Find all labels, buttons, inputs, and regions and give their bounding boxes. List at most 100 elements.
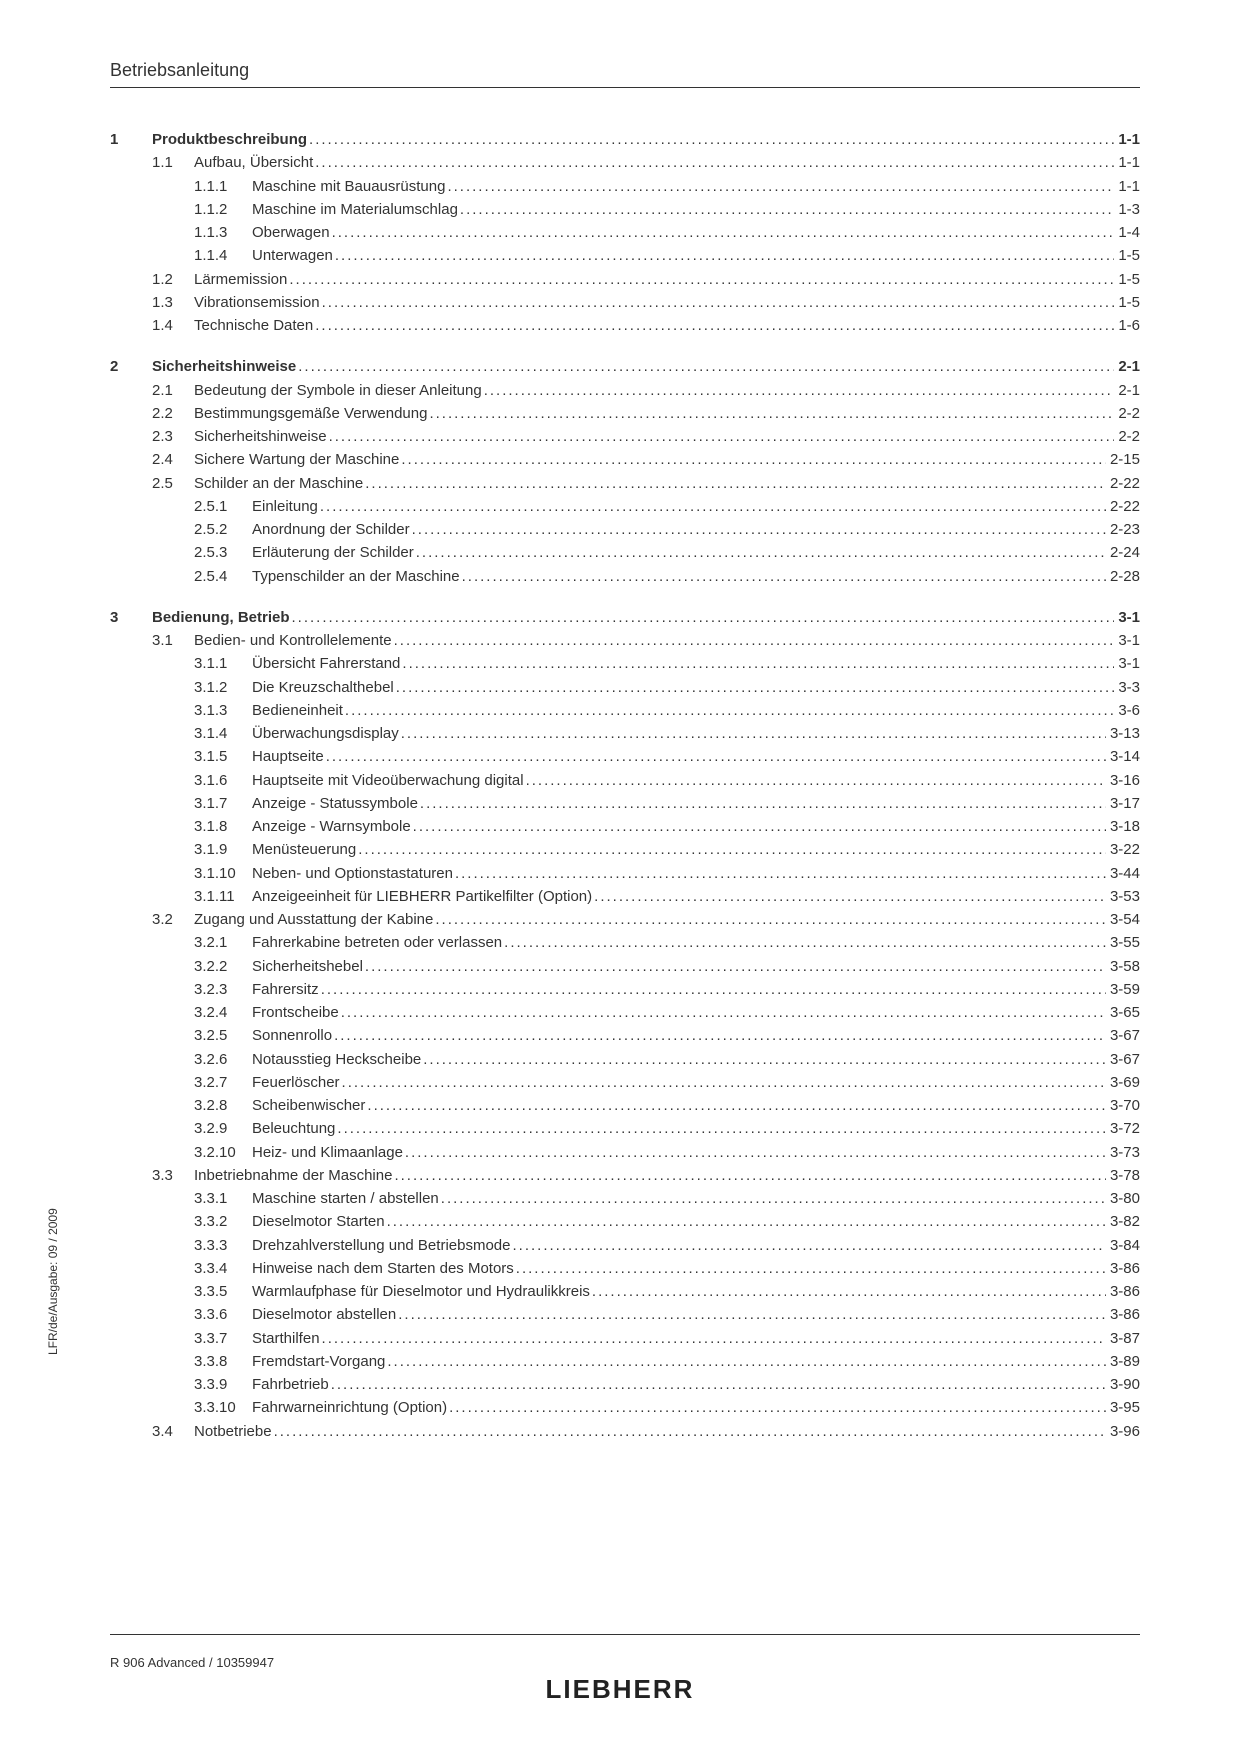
toc-subsection-title: Sicherheitshebel bbox=[252, 955, 363, 978]
toc-chapter-number: 1 bbox=[110, 128, 152, 151]
toc-section-number: 1.4 bbox=[152, 314, 194, 337]
toc-page-ref: 3-69 bbox=[1106, 1071, 1140, 1094]
toc-page-ref: 3-1 bbox=[1114, 606, 1140, 629]
toc-row: 2.5.2Anordnung der Schilder 2-23 bbox=[110, 518, 1140, 541]
toc-row: 1.1.3Oberwagen 1-4 bbox=[110, 221, 1140, 244]
toc-subsection-number: 3.1.5 bbox=[194, 745, 252, 768]
toc-subsection-title: Warmlaufphase für Dieselmotor und Hydrau… bbox=[252, 1280, 590, 1303]
toc-leader bbox=[363, 955, 1106, 978]
toc-leader bbox=[343, 699, 1114, 722]
toc-page-ref: 3-67 bbox=[1106, 1048, 1140, 1071]
toc-subsection-number: 1.1.4 bbox=[194, 244, 252, 267]
toc-subsection-number: 3.2.5 bbox=[194, 1024, 252, 1047]
toc-subsection-number: 3.2.1 bbox=[194, 931, 252, 954]
toc-subsection-number: 2.5.4 bbox=[194, 565, 252, 588]
toc-chapter-title: Bedienung, Betrieb bbox=[152, 606, 290, 629]
toc-chapter-title: Sicherheitshinweise bbox=[152, 355, 296, 378]
toc-leader bbox=[410, 518, 1106, 541]
toc-leader bbox=[320, 1327, 1106, 1350]
toc-subsection-title: Hauptseite bbox=[252, 745, 324, 768]
toc-subsection-number: 2.5.3 bbox=[194, 541, 252, 564]
toc-page-ref: 3-86 bbox=[1106, 1280, 1140, 1303]
toc-page-ref: 1-5 bbox=[1114, 244, 1140, 267]
toc-page-ref: 2-22 bbox=[1106, 495, 1140, 518]
toc-leader bbox=[363, 472, 1106, 495]
toc-row: 3.3.10Fahrwarneinrichtung (Option) 3-95 bbox=[110, 1396, 1140, 1419]
toc-subsection-number: 3.1.7 bbox=[194, 792, 252, 815]
toc-page-ref: 3-84 bbox=[1106, 1234, 1140, 1257]
toc-row: 3.3.7Starthilfen 3-87 bbox=[110, 1327, 1140, 1350]
toc-leader bbox=[502, 931, 1106, 954]
toc-subsection-number: 3.1.4 bbox=[194, 722, 252, 745]
toc-leader bbox=[272, 1420, 1106, 1443]
toc-page-ref: 3-82 bbox=[1106, 1210, 1140, 1233]
toc-page-ref: 3-18 bbox=[1106, 815, 1140, 838]
toc-section-number: 3.3 bbox=[152, 1164, 194, 1187]
toc-row: 3.3.4Hinweise nach dem Starten des Motor… bbox=[110, 1257, 1140, 1280]
toc-page-ref: 3-13 bbox=[1106, 722, 1140, 745]
toc-leader bbox=[445, 175, 1114, 198]
toc-leader bbox=[592, 885, 1106, 908]
toc-subsection-title: Hauptseite mit Videoüberwachung digital bbox=[252, 769, 524, 792]
toc-leader bbox=[439, 1187, 1106, 1210]
toc-subsection-title: Einleitung bbox=[252, 495, 318, 518]
toc-row: 3.2Zugang und Ausstattung der Kabine 3-5… bbox=[110, 908, 1140, 931]
toc-leader bbox=[329, 1373, 1106, 1396]
toc-section-title: Lärmemission bbox=[194, 268, 287, 291]
toc-page-ref: 3-1 bbox=[1114, 652, 1140, 675]
section-gap bbox=[110, 337, 1140, 355]
toc-subsection-title: Drehzahlverstellung und Betriebsmode bbox=[252, 1234, 510, 1257]
table-of-contents: 1Produktbeschreibung 1-11.1Aufbau, Übers… bbox=[110, 128, 1140, 1443]
toc-section-title: Inbetriebnahme der Maschine bbox=[194, 1164, 392, 1187]
toc-subsection-title: Beleuchtung bbox=[252, 1117, 335, 1140]
toc-row: 1.4Technische Daten 1-6 bbox=[110, 314, 1140, 337]
toc-page-ref: 2-1 bbox=[1114, 379, 1140, 402]
toc-chapter-number: 2 bbox=[110, 355, 152, 378]
toc-subsection-title: Scheibenwischer bbox=[252, 1094, 365, 1117]
toc-subsection-title: Anzeige - Warnsymbole bbox=[252, 815, 411, 838]
toc-leader bbox=[333, 244, 1114, 267]
toc-subsection-title: Erläuterung der Schilder bbox=[252, 541, 414, 564]
toc-leader bbox=[433, 908, 1106, 931]
toc-page-ref: 2-1 bbox=[1114, 355, 1140, 378]
toc-section-number: 2.2 bbox=[152, 402, 194, 425]
toc-leader bbox=[313, 314, 1114, 337]
toc-page-ref: 2-28 bbox=[1106, 565, 1140, 588]
toc-row: 3.3.1Maschine starten / abstellen 3-80 bbox=[110, 1187, 1140, 1210]
toc-leader bbox=[319, 978, 1106, 1001]
toc-subsection-title: Fahrwarneinrichtung (Option) bbox=[252, 1396, 447, 1419]
toc-leader bbox=[482, 379, 1115, 402]
toc-row: 3.1.11Anzeigeeinheit für LIEBHERR Partik… bbox=[110, 885, 1140, 908]
toc-row: 3.1.4Überwachungsdisplay 3-13 bbox=[110, 722, 1140, 745]
toc-subsection-title: Sonnenrollo bbox=[252, 1024, 332, 1047]
toc-page-ref: 3-95 bbox=[1106, 1396, 1140, 1419]
toc-leader bbox=[418, 792, 1106, 815]
toc-subsection-number: 3.1.6 bbox=[194, 769, 252, 792]
toc-subsection-number: 3.1.10 bbox=[194, 862, 252, 885]
toc-subsection-number: 3.1.11 bbox=[194, 885, 252, 908]
toc-subsection-number: 3.1.2 bbox=[194, 676, 252, 699]
toc-leader bbox=[313, 151, 1114, 174]
footer-rule bbox=[110, 1634, 1140, 1635]
toc-section-title: Vibrationsemission bbox=[194, 291, 320, 314]
toc-page-ref: 3-67 bbox=[1106, 1024, 1140, 1047]
toc-leader bbox=[365, 1094, 1106, 1117]
toc-page-ref: 2-15 bbox=[1106, 448, 1140, 471]
toc-section-number: 1.2 bbox=[152, 268, 194, 291]
toc-row: 3.1.5Hauptseite 3-14 bbox=[110, 745, 1140, 768]
toc-row: 1.1.2Maschine im Materialumschlag 1-3 bbox=[110, 198, 1140, 221]
toc-page-ref: 3-6 bbox=[1114, 699, 1140, 722]
toc-row: 3.1Bedien- und Kontrollelemente 3-1 bbox=[110, 629, 1140, 652]
toc-subsection-title: Menüsteuerung bbox=[252, 838, 356, 861]
toc-row: 3.2.1Fahrerkabine betreten oder verlasse… bbox=[110, 931, 1140, 954]
toc-row: 3.1.6Hauptseite mit Videoüberwachung dig… bbox=[110, 769, 1140, 792]
toc-section-title: Technische Daten bbox=[194, 314, 313, 337]
toc-subsection-number: 3.2.4 bbox=[194, 1001, 252, 1024]
toc-page-ref: 3-89 bbox=[1106, 1350, 1140, 1373]
toc-leader bbox=[396, 1303, 1106, 1326]
toc-subsection-title: Dieselmotor Starten bbox=[252, 1210, 385, 1233]
toc-page-ref: 3-3 bbox=[1114, 676, 1140, 699]
toc-subsection-number: 3.3.8 bbox=[194, 1350, 252, 1373]
toc-row: 3.2.9Beleuchtung 3-72 bbox=[110, 1117, 1140, 1140]
toc-subsection-number: 3.3.10 bbox=[194, 1396, 252, 1419]
